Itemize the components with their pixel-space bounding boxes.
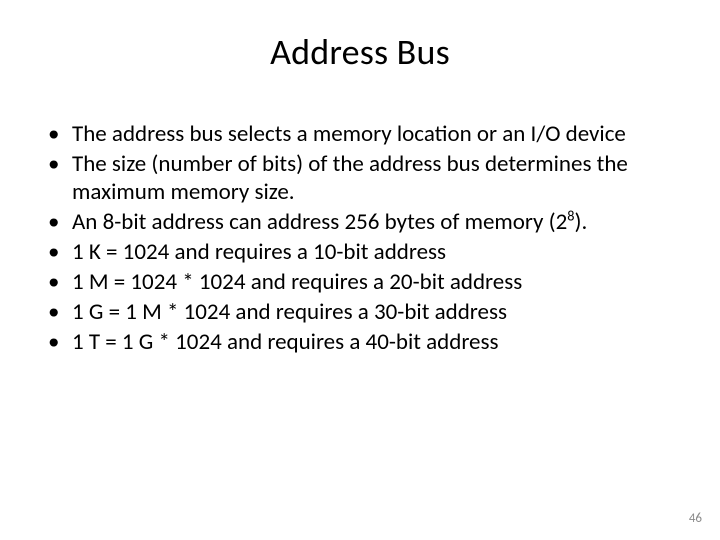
bullet-item: An 8-bit address can address 256 bytes o…	[44, 208, 684, 236]
bullet-text: 1 M = 1024 * 1024 and requires a 20-bit …	[72, 268, 522, 296]
bullet-item: 1 K = 1024 and requires a 10-bit address	[44, 238, 684, 266]
bullet-text: The address bus selects a memory locatio…	[72, 120, 626, 148]
superscript: 8	[567, 206, 574, 224]
bullet-text-tail: ).	[575, 208, 588, 236]
slide-title: Address Bus	[0, 30, 720, 74]
bullet-item: The size (number of bits) of the address…	[44, 150, 684, 206]
bullet-item: 1 G = 1 M * 1024 and requires a 30-bit a…	[44, 298, 684, 326]
bullet-text: 1 K = 1024 and requires a 10-bit address	[72, 238, 446, 266]
bullet-item: 1 M = 1024 * 1024 and requires a 20-bit …	[44, 268, 684, 296]
slide-body: The address bus selects a memory locatio…	[44, 120, 684, 358]
slide: Address Bus The address bus selects a me…	[0, 0, 720, 540]
bullet-text: 1 G = 1 M * 1024 and requires a 30-bit a…	[72, 298, 507, 326]
bullet-list: The address bus selects a memory locatio…	[44, 120, 684, 356]
bullet-text: 1 T = 1 G * 1024 and requires a 40-bit a…	[72, 328, 499, 356]
bullet-text: The size (number of bits) of the address…	[72, 150, 628, 206]
page-number: 46	[689, 511, 702, 526]
bullet-text: An 8-bit address can address 256 bytes o…	[72, 208, 567, 236]
bullet-item: 1 T = 1 G * 1024 and requires a 40-bit a…	[44, 328, 684, 356]
bullet-item: The address bus selects a memory locatio…	[44, 120, 684, 148]
